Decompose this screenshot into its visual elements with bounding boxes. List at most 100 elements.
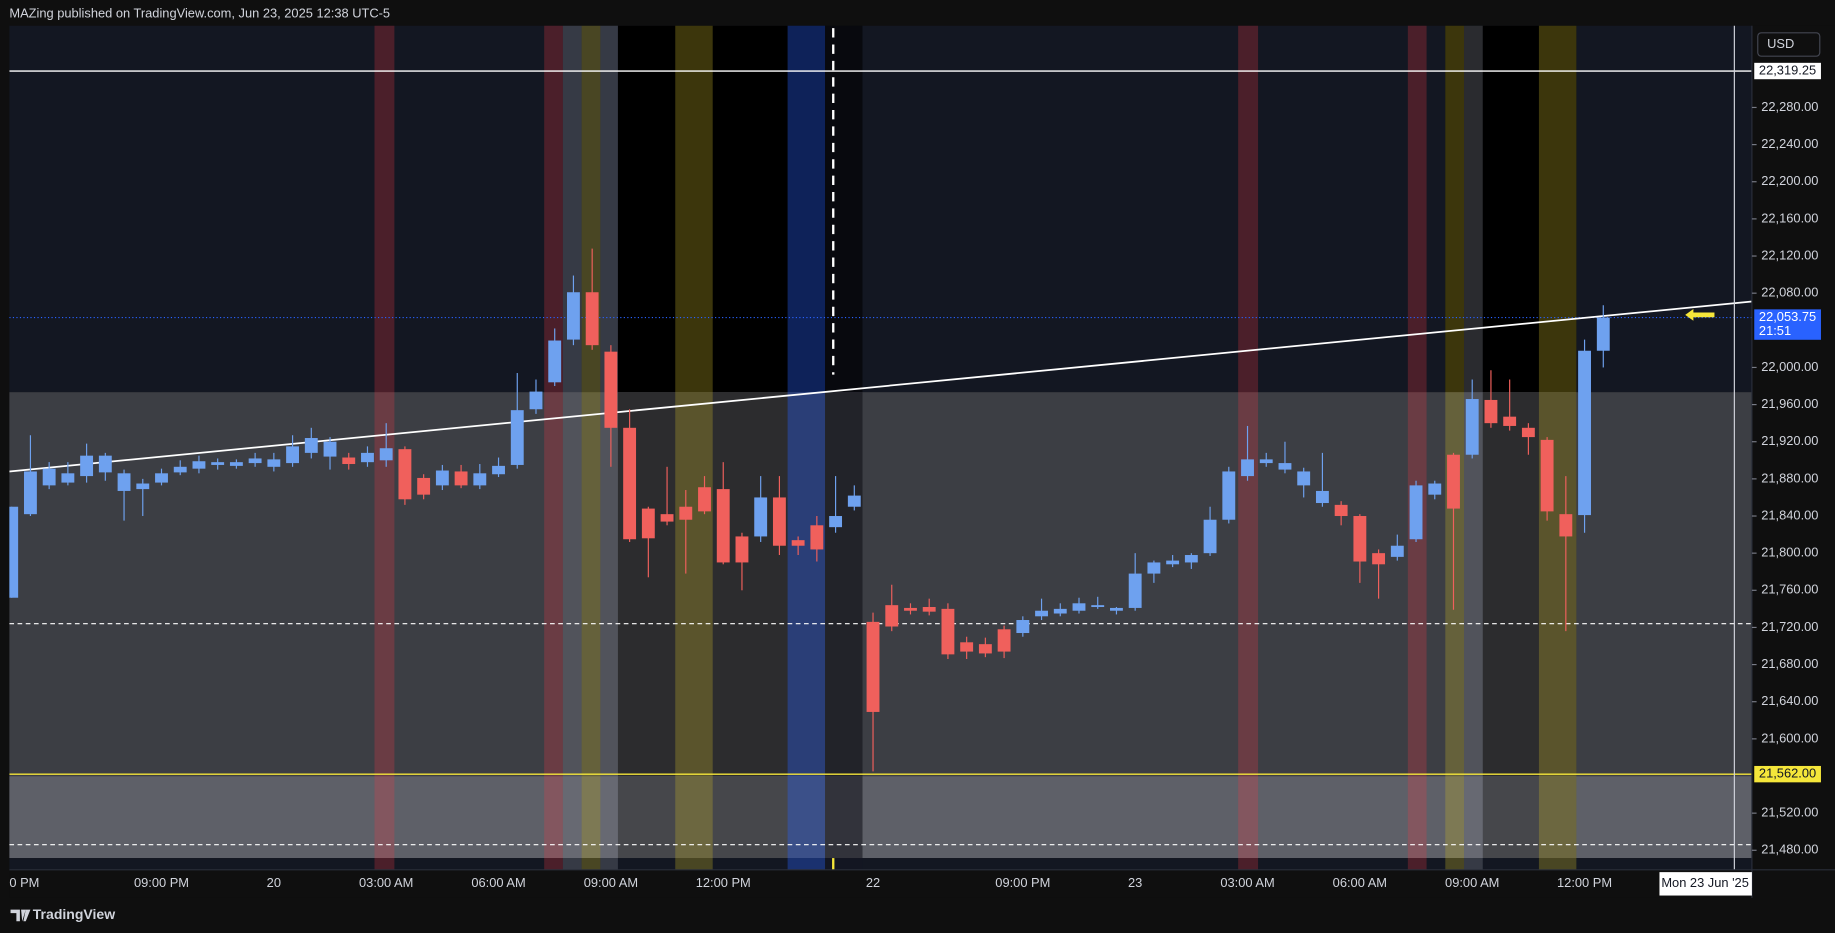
bottom-zone (9, 858, 1752, 870)
currency-button[interactable] (1757, 32, 1821, 57)
candle-body (23, 471, 37, 515)
time-axis (9, 869, 1752, 898)
candle-body (529, 391, 543, 410)
candle-body (1222, 471, 1236, 520)
candle-body (510, 410, 524, 465)
y-tick-label: 22,080.00 (1761, 285, 1818, 300)
candle-body (342, 457, 356, 465)
y-tick-label: 21,680.00 (1761, 656, 1818, 671)
candle-body (379, 448, 393, 461)
candle-body (1091, 605, 1105, 608)
middle-zone (9, 392, 1752, 777)
candle-body (117, 473, 131, 491)
current-price-label: 22,053.75 (1759, 309, 1816, 324)
band (600, 25, 618, 870)
candle-body (866, 621, 880, 712)
candle-body (248, 458, 262, 464)
y-tick-label: 21,760.00 (1761, 582, 1818, 597)
candle-body (80, 455, 94, 477)
x-tick-label: 20 (267, 875, 281, 890)
candle-body (1409, 485, 1423, 540)
candle-body (548, 340, 562, 383)
candle-body (829, 516, 843, 528)
price-level-box (1754, 765, 1821, 783)
brand: TradingView (10, 906, 115, 922)
x-tick-label: 09:00 AM (1445, 875, 1499, 890)
candle-body (716, 489, 730, 563)
band (562, 25, 582, 870)
candle-body (61, 473, 75, 483)
band (787, 25, 826, 870)
y-tick-label: 21,840.00 (1761, 507, 1818, 522)
candle-body (1334, 504, 1348, 517)
crosshair-label-box (1659, 872, 1752, 896)
candle-body (1578, 350, 1591, 516)
band (825, 25, 863, 870)
x-tick-label: 09:00 PM (995, 875, 1050, 890)
y-tick-label: 21,480.00 (1761, 842, 1818, 857)
candle-body (1259, 459, 1273, 464)
candle-body (1053, 608, 1067, 614)
candle-body (454, 471, 468, 486)
y-tick-label: 21,920.00 (1761, 433, 1818, 448)
crosshair-label: Mon 23 Jun '25 (1661, 875, 1749, 890)
brand-logo (10, 909, 31, 922)
price-level-label: 21,562.00 (1759, 766, 1816, 781)
candle-body (641, 508, 655, 539)
x-tick-label: 12:00 PM (1557, 875, 1612, 890)
candle-body (1390, 545, 1404, 557)
session-zone (1482, 392, 1577, 777)
candle-body (1241, 459, 1254, 477)
y-tick-label: 21,600.00 (1761, 730, 1818, 745)
price-level-box (1754, 62, 1821, 80)
y-tick-label: 22,160.00 (1761, 210, 1818, 225)
brand-name: TradingView (33, 906, 115, 922)
candle-body (473, 473, 487, 486)
candle-body (42, 468, 56, 486)
band (374, 25, 395, 870)
plot (9, 70, 1752, 846)
candle-body (1128, 573, 1142, 608)
candle-body (772, 497, 786, 546)
candle-body (1540, 439, 1554, 512)
candle-body (941, 608, 955, 655)
x-tick-label: 09:00 AM (584, 875, 638, 890)
candle-body (791, 540, 805, 546)
candle-body (229, 462, 243, 466)
x-tick-label: 09:00 PM (134, 875, 189, 890)
candle-body (9, 506, 19, 598)
y-tick-label: 22,000.00 (1761, 359, 1818, 374)
candle-body (1484, 399, 1498, 424)
candle-body (1184, 555, 1198, 563)
candle-body (98, 455, 112, 473)
trendline (9, 300, 1752, 473)
y-tick-label: 22,200.00 (1761, 173, 1818, 188)
session-zone (617, 25, 863, 393)
band (581, 25, 601, 870)
candle-body (922, 607, 936, 612)
candle-body (1447, 454, 1460, 509)
price-level-label: 22,319.25 (1759, 62, 1816, 77)
current-price-box (1754, 309, 1821, 340)
candle-body (1166, 560, 1180, 565)
x-tick-label: 0 PM (9, 875, 39, 890)
arrow-icon (1685, 309, 1715, 321)
candle-body (155, 473, 168, 483)
candle-body (1353, 516, 1367, 562)
currency-label[interactable]: USD (1767, 36, 1794, 51)
candle-body (698, 487, 711, 512)
band (675, 25, 713, 870)
candle-body (1203, 519, 1217, 554)
session-zone (1445, 25, 1577, 393)
candle-body (1465, 399, 1479, 455)
candle-body (492, 465, 505, 475)
candle-body (1596, 317, 1610, 351)
candle-body (1503, 416, 1517, 426)
candle-body (173, 466, 187, 473)
candle-body (1521, 427, 1535, 438)
y-tick-label: 21,960.00 (1761, 396, 1818, 411)
candle-body (1016, 620, 1030, 634)
candle-body (435, 470, 449, 486)
candle-body (960, 642, 974, 652)
